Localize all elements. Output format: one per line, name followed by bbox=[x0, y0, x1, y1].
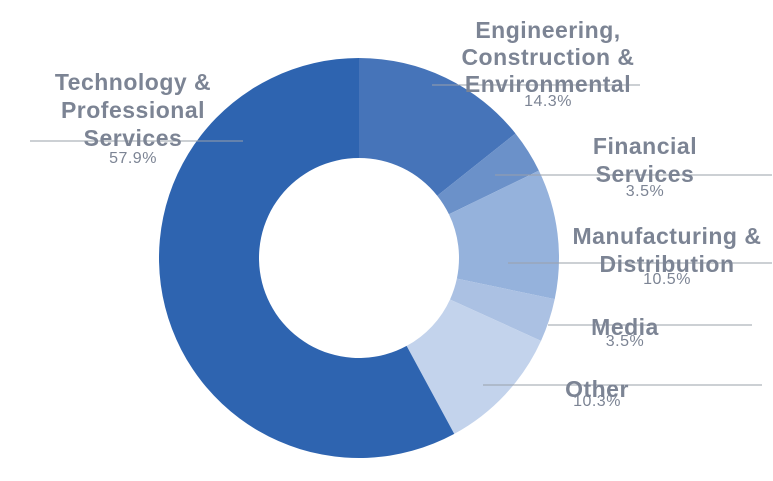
slice-name: Distribution bbox=[599, 251, 734, 277]
slice-value-label: 57.9% bbox=[109, 150, 157, 167]
slice-name: Professional bbox=[61, 97, 205, 123]
slice-name: Construction & bbox=[461, 44, 634, 70]
donut-slice bbox=[406, 299, 542, 434]
donut-slice bbox=[450, 278, 555, 341]
donut-slice bbox=[359, 58, 516, 196]
slice-name: Technology & bbox=[55, 69, 211, 95]
donut-slice bbox=[158, 58, 455, 459]
slice-value-label: 3.5% bbox=[606, 333, 644, 350]
slice-name: Engineering, bbox=[475, 17, 620, 43]
slice-label: Engineering,Construction &Environmental1… bbox=[432, 17, 640, 110]
slice-value-label: 14.3% bbox=[524, 93, 572, 110]
slice-name: Media bbox=[591, 314, 659, 340]
donut-slice bbox=[437, 133, 539, 215]
slice-name: Manufacturing & bbox=[573, 223, 762, 249]
donut-slices bbox=[158, 58, 559, 459]
slice-name: Services bbox=[84, 125, 183, 151]
slice-name: Services bbox=[596, 161, 695, 187]
slice-value-label: 3.5% bbox=[626, 183, 664, 200]
slice-name: Other bbox=[565, 376, 629, 402]
slice-name: Environmental bbox=[465, 71, 631, 97]
slice-value-label: 10.5% bbox=[643, 271, 691, 288]
slice-name: Financial bbox=[593, 133, 697, 159]
donut-slice bbox=[448, 170, 559, 300]
slice-value-label: 10.3% bbox=[573, 393, 621, 410]
